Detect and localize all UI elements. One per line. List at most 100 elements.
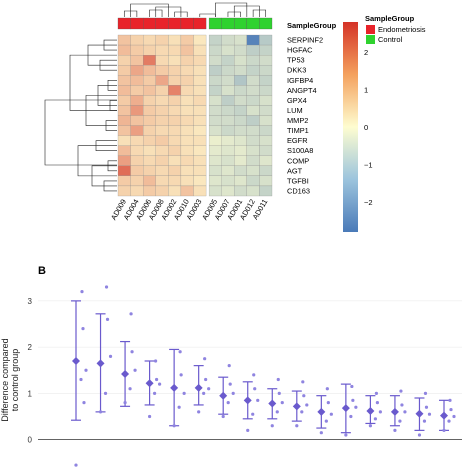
legend-label-control: Control	[378, 35, 403, 44]
group-track-cell	[168, 17, 182, 30]
heatmap-cell	[246, 165, 260, 176]
data-point	[324, 419, 328, 423]
heatmap-cell	[180, 75, 194, 86]
data-point	[197, 410, 201, 414]
heatmap-cell	[180, 155, 194, 166]
heatmap-cell	[143, 165, 156, 176]
group-track-cell	[155, 17, 169, 30]
heatmap-cell	[246, 135, 260, 146]
heatmap-cell	[193, 135, 207, 146]
data-point	[373, 417, 377, 421]
heatmap-cell	[246, 145, 260, 156]
heatmap-cell	[208, 115, 222, 126]
heatmap-cell	[155, 34, 169, 46]
heatmap-cell	[208, 155, 222, 166]
heatmap-cell	[130, 175, 144, 187]
y-tick-label: 2	[28, 343, 33, 352]
data-point	[403, 410, 407, 414]
heatmap-cell	[180, 34, 194, 46]
data-point	[155, 377, 159, 382]
mean-marker	[72, 357, 80, 365]
data-point	[129, 312, 133, 316]
data-point	[226, 401, 230, 405]
heatmap-cell	[221, 145, 235, 156]
data-point	[130, 350, 134, 354]
data-point	[398, 419, 402, 423]
scatter-group	[365, 391, 382, 428]
heatmap-cell	[259, 105, 273, 116]
heatmap-cell	[234, 185, 247, 197]
data-point	[252, 373, 256, 377]
heatmap-cell	[143, 145, 156, 156]
scatter-group	[71, 290, 88, 467]
heatmap-row-label: TP53	[287, 56, 305, 65]
heatmap-cell	[246, 185, 260, 197]
plot-background	[38, 285, 462, 474]
data-point	[246, 428, 250, 432]
heatmap-cell	[155, 125, 169, 136]
heatmap-cell	[180, 175, 194, 187]
mean-marker	[268, 399, 277, 408]
heatmap-cell	[180, 105, 194, 116]
heatmap-cell	[246, 85, 260, 96]
y-tick-label: 1	[28, 389, 33, 398]
heatmap-cell	[143, 185, 156, 197]
data-point	[325, 387, 329, 391]
sample-group-track	[117, 17, 273, 30]
heatmap-cell	[130, 105, 144, 116]
heatmap-cell	[130, 155, 144, 166]
heatmap-cell	[168, 165, 182, 176]
heatmap-cell	[208, 34, 222, 46]
data-point	[374, 391, 378, 395]
heatmap-row-label: TIMP1	[287, 126, 309, 135]
heatmap-cell	[117, 75, 131, 86]
scatter-group	[439, 398, 456, 432]
heatmap-cell	[259, 175, 273, 187]
data-point	[153, 391, 157, 395]
mean-marker	[121, 369, 130, 378]
heatmap-cell	[143, 175, 156, 187]
heatmap-cell	[208, 44, 222, 56]
data-point	[326, 401, 330, 405]
data-point	[448, 398, 452, 402]
heatmap-cell	[221, 125, 235, 136]
heatmap-cell	[180, 135, 194, 146]
heatmap-cell	[259, 55, 273, 66]
heatmap-cell	[143, 115, 156, 126]
heatmap-cell	[168, 65, 182, 76]
data-point	[253, 387, 257, 391]
data-point	[378, 410, 382, 414]
heatmap-cell	[193, 185, 207, 197]
heatmap-cell	[246, 65, 260, 76]
heatmap-cell	[130, 185, 144, 197]
data-point	[375, 401, 379, 405]
group-track-cell	[117, 17, 131, 30]
heatmap-cell	[117, 185, 131, 197]
group-track-cell	[180, 17, 194, 30]
heatmap-cell	[155, 75, 169, 86]
group-track-cell	[259, 17, 273, 30]
mean-marker	[390, 407, 399, 416]
data-point	[172, 424, 176, 428]
dendrogram-branch	[44, 99, 117, 166]
heatmap-row-label: EGFR	[287, 136, 308, 145]
data-point	[270, 424, 274, 428]
heatmap-cell	[193, 34, 207, 46]
heatmap-cell	[259, 155, 273, 166]
heatmap-cell	[168, 155, 182, 166]
scatter-group	[242, 373, 260, 432]
mean-marker	[219, 391, 228, 400]
dendrogram-branch	[215, 2, 248, 17]
heatmap-cell	[193, 145, 207, 156]
heatmap-cell	[168, 125, 182, 136]
heatmap-cell	[246, 105, 260, 116]
heatmap-cell	[155, 55, 169, 66]
heatmap-cell	[259, 44, 273, 56]
heatmap-cell	[246, 75, 260, 86]
scatter-group	[340, 383, 358, 437]
y-axis-label-line-1: Difference compared	[0, 338, 10, 421]
heatmap-cell	[180, 44, 194, 56]
heatmap-cell	[234, 115, 247, 126]
heatmap-cell	[246, 34, 260, 46]
heatmap-cell	[143, 65, 156, 76]
